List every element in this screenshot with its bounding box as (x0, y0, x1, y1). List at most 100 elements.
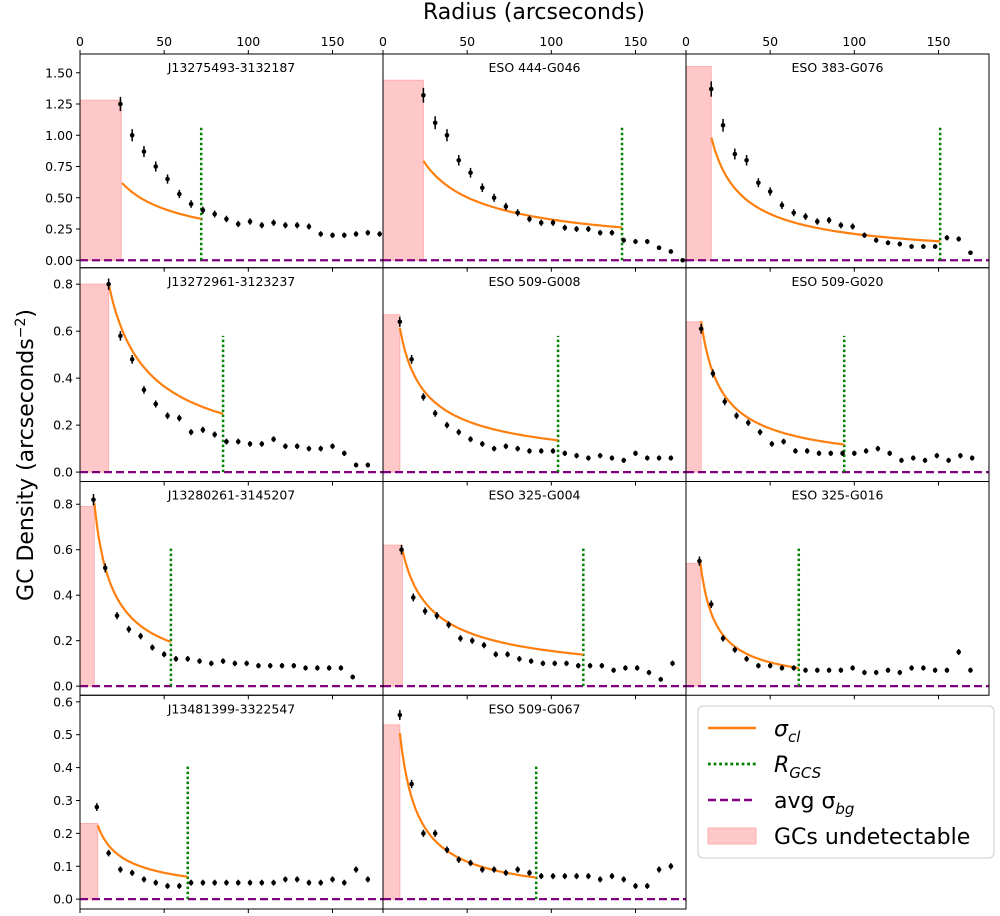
panel-title: J13275493-3132187 (167, 60, 296, 75)
data-point (421, 831, 426, 836)
y-tick-label: 0.4 (53, 760, 73, 775)
data-point (850, 224, 855, 229)
data-point (621, 237, 627, 243)
data-point (173, 656, 179, 662)
data-point (538, 873, 544, 879)
data-point (586, 226, 591, 232)
data-point (862, 670, 867, 675)
data-point (767, 189, 773, 194)
y-tick-label: 0.4 (53, 588, 73, 603)
data-point (767, 663, 773, 668)
data-point (932, 244, 938, 249)
data-point (141, 387, 147, 393)
data-point (744, 157, 749, 163)
y-tick-label: 0.6 (53, 694, 73, 709)
x-tick-label: 0 (76, 34, 84, 49)
data-point (503, 204, 509, 209)
data-point (114, 613, 120, 618)
data-point (621, 877, 627, 882)
y-tick-label: 0.25 (45, 222, 73, 237)
data-point (353, 231, 359, 237)
data-point (757, 429, 763, 435)
y-tick-label: 0.8 (53, 497, 73, 512)
data-point (621, 458, 627, 463)
data-point (840, 451, 845, 456)
data-point (574, 453, 579, 458)
data-point (781, 439, 786, 444)
data-point (306, 880, 312, 885)
data-point (458, 636, 463, 641)
data-point (816, 451, 822, 456)
data-point (515, 210, 520, 216)
data-point (235, 439, 241, 444)
data-point (828, 451, 834, 456)
data-point (271, 880, 276, 885)
legend: σcl RGCS avg σbg GCs undetectable (697, 705, 995, 859)
data-point (710, 371, 716, 376)
data-point (491, 446, 497, 451)
data-point (745, 420, 751, 426)
data-point (129, 357, 135, 362)
data-point (968, 250, 973, 256)
panel-title: ESO 509-G020 (791, 274, 883, 289)
undetectable-region (686, 562, 701, 687)
y-axis-title-close: ) (14, 309, 39, 318)
data-point (562, 451, 568, 456)
data-point (670, 661, 675, 666)
data-point (165, 413, 170, 419)
data-point (138, 633, 143, 639)
data-point (247, 219, 253, 224)
data-point (956, 236, 961, 242)
data-point (330, 443, 335, 449)
data-point (609, 455, 615, 461)
data-point (200, 427, 206, 433)
data-point (934, 453, 940, 458)
sigma-cl-curve (398, 327, 559, 442)
x-tick-label: 50 (459, 34, 475, 49)
data-point (102, 565, 108, 571)
data-point (232, 661, 238, 666)
panel-6: J13280261-3145207 0.0 0.2 0.4 0.6 0.8 (53, 481, 384, 700)
data-point (469, 638, 475, 643)
data-point (330, 877, 335, 882)
panel-10: ESO 509-G067 (382, 694, 687, 913)
data-point (863, 448, 869, 454)
panel-title: J13280261-3145207 (167, 488, 296, 503)
data-point (432, 120, 438, 126)
data-point (444, 422, 450, 428)
undetectable-region (686, 321, 702, 473)
data-point (126, 627, 132, 632)
data-point (944, 235, 950, 241)
data-point (956, 649, 961, 655)
data-point (633, 239, 638, 244)
data-point (330, 232, 335, 238)
data-point (480, 441, 485, 447)
panel-8: ESO 325-G016 (685, 481, 990, 700)
data-point (421, 92, 426, 98)
sigma-cl-curve (107, 283, 224, 415)
data-point (597, 230, 603, 236)
data-point (656, 245, 662, 251)
data-point (397, 712, 403, 718)
panel-frame (382, 481, 687, 696)
sigma-cl-curve (93, 502, 172, 644)
data-point (315, 665, 320, 671)
panel-1: ESO 444-G046 0 50 100 150 (379, 34, 687, 272)
data-point (899, 458, 904, 463)
data-point (958, 453, 963, 458)
data-point (609, 230, 615, 236)
data-point (421, 394, 426, 400)
legend-label: σcl (774, 717, 801, 746)
y-tick-label: 0.5 (53, 727, 73, 742)
data-point (698, 326, 704, 332)
data-point (574, 873, 579, 879)
data-point (247, 880, 253, 885)
data-point (279, 663, 285, 668)
y-tick-label: 1.50 (45, 65, 73, 80)
undetectable-region (80, 99, 122, 261)
data-point (491, 867, 497, 872)
data-point (505, 652, 510, 657)
y-tick-label: 0.2 (53, 633, 73, 648)
data-point (188, 201, 194, 207)
data-point (153, 164, 159, 169)
